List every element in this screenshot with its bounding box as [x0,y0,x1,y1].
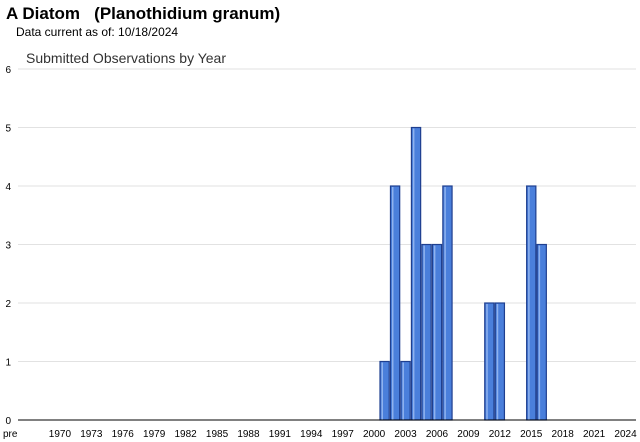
x-tick-label: pre [3,429,18,440]
x-tick-label: 2000 [363,429,386,440]
bar-highlight [412,128,415,420]
bar-highlight [528,187,530,420]
bar-highlight [496,304,499,420]
bar-highlight [423,245,425,420]
bar-2016 [536,243,547,421]
y-tick-label: 4 [5,182,11,193]
page-title: A Diatom (Planothidium granum) [6,4,281,23]
bar-highlight [402,362,404,420]
bar-2004 [410,126,422,421]
y-tick-label: 1 [5,358,11,369]
bar-highlight [381,362,384,420]
x-tick-label: 2024 [614,429,637,440]
chart-title: Submitted Observations by Year [26,50,226,66]
bar-highlight [486,304,488,420]
x-tick-label: 2012 [489,429,512,440]
x-tick-label: 1997 [332,429,355,440]
x-tick-label: 2018 [552,429,575,440]
x-tick-label: 1985 [206,429,229,440]
bar-2006 [431,243,443,421]
x-tick-label: 1991 [269,429,292,440]
y-tick-label: 5 [5,124,11,135]
x-tick-label: 1976 [112,429,135,440]
bar-2003 [400,360,411,421]
bar-2002 [389,185,401,421]
x-tick-label: 2015 [520,429,543,440]
bar-2005 [421,243,432,421]
bar-highlight [538,245,541,420]
bar-2015 [526,185,537,421]
bar-highlight [444,187,446,420]
x-tick-label: 1994 [300,429,323,440]
x-tick-label: 2009 [457,429,480,440]
x-tick-label: 1970 [49,429,72,440]
bar-highlight [391,187,394,420]
x-tick-label: 1973 [80,429,103,440]
x-tick-label: 1988 [237,429,260,440]
x-tick-label: 2021 [583,429,606,440]
y-tick-label: 2 [5,299,11,310]
y-tick-label: 0 [5,416,11,427]
bar-2001 [379,360,390,421]
bar-2012 [494,302,506,421]
bar-2011 [484,302,495,421]
bar-highlight [433,245,436,420]
x-tick-label: 2003 [394,429,417,440]
data-current-label: Data current as of: 10/18/2024 [16,25,179,39]
y-tick-label: 6 [5,65,11,76]
x-tick-label: 1982 [174,429,197,440]
bar-2007 [442,185,453,421]
x-tick-label: 2006 [426,429,449,440]
x-tick-label: 1979 [143,429,166,440]
y-tick-label: 3 [5,241,11,252]
